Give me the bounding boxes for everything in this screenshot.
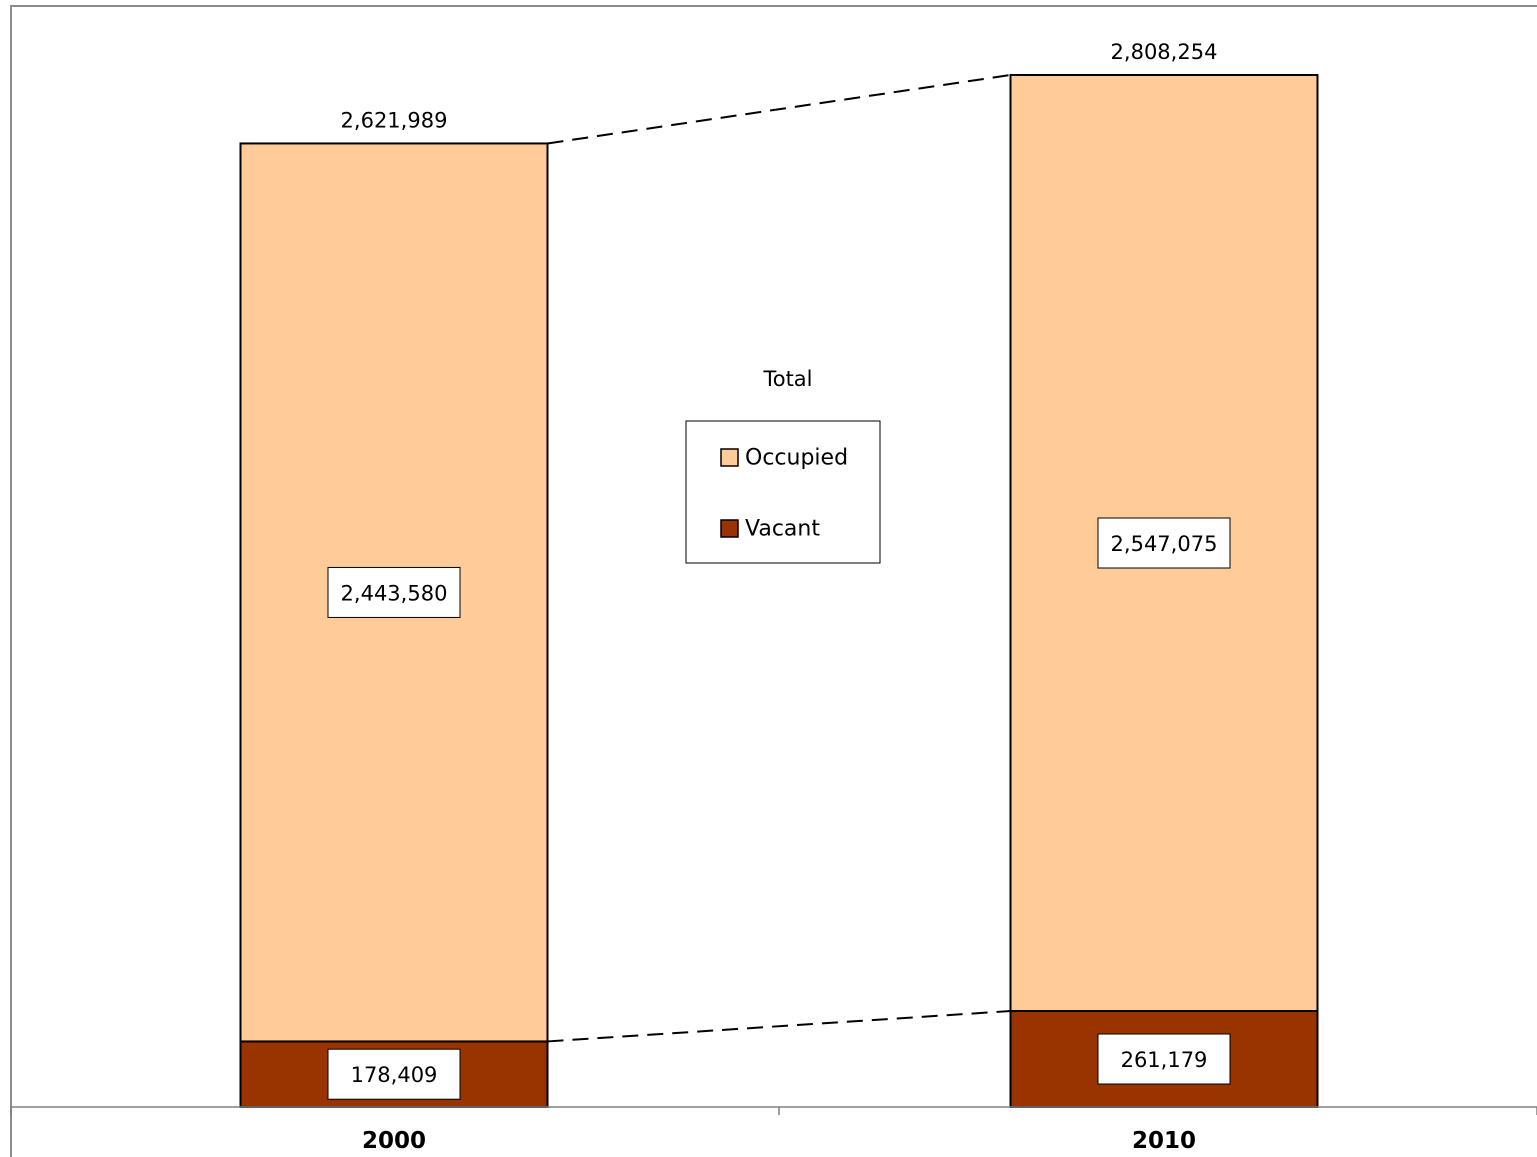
legend-label-occupied: Occupied bbox=[745, 446, 848, 471]
data-label-vacant-2000: 178,409 bbox=[351, 1063, 438, 1087]
x-axis-labels: 2000 2010 bbox=[362, 1128, 1196, 1154]
legend: Total Occupied Vacant bbox=[685, 367, 881, 564]
total-label-2000: 2,621,989 bbox=[341, 108, 448, 132]
data-label-box-vacant-2000 bbox=[327, 1048, 461, 1100]
total-label-2010: 2,808,254 bbox=[1111, 40, 1218, 64]
x-tick-label-2010: 2010 bbox=[1132, 1128, 1196, 1154]
legend-label-vacant: Vacant bbox=[745, 517, 820, 542]
data-label-occupied-2010: 2,547,075 bbox=[1111, 532, 1218, 556]
connector-line-total bbox=[547, 74, 1011, 145]
x-tick-label-2000: 2000 bbox=[362, 1128, 426, 1154]
data-label-box-vacant-2010 bbox=[1097, 1033, 1231, 1085]
chart-frame bbox=[10, 5, 1537, 1157]
legend-swatch-vacant bbox=[720, 519, 739, 538]
data-labels-group: 178,409 2,443,580 2,621,989 261,179 2,547,07… bbox=[327, 40, 1231, 1100]
connector-line-vacant bbox=[547, 1010, 1011, 1043]
data-label-occupied-2000: 2,443,580 bbox=[341, 581, 448, 605]
legend-title: Total bbox=[762, 367, 812, 391]
legend-swatch-occupied bbox=[720, 448, 739, 467]
data-label-vacant-2010: 261,179 bbox=[1121, 1048, 1208, 1072]
data-label-box-occupied-2000 bbox=[327, 566, 461, 618]
legend-box bbox=[685, 420, 881, 564]
connector-lines bbox=[547, 74, 1011, 1043]
data-label-box-occupied-2010 bbox=[1097, 517, 1231, 569]
x-axis-ticks bbox=[10, 1107, 1537, 1115]
